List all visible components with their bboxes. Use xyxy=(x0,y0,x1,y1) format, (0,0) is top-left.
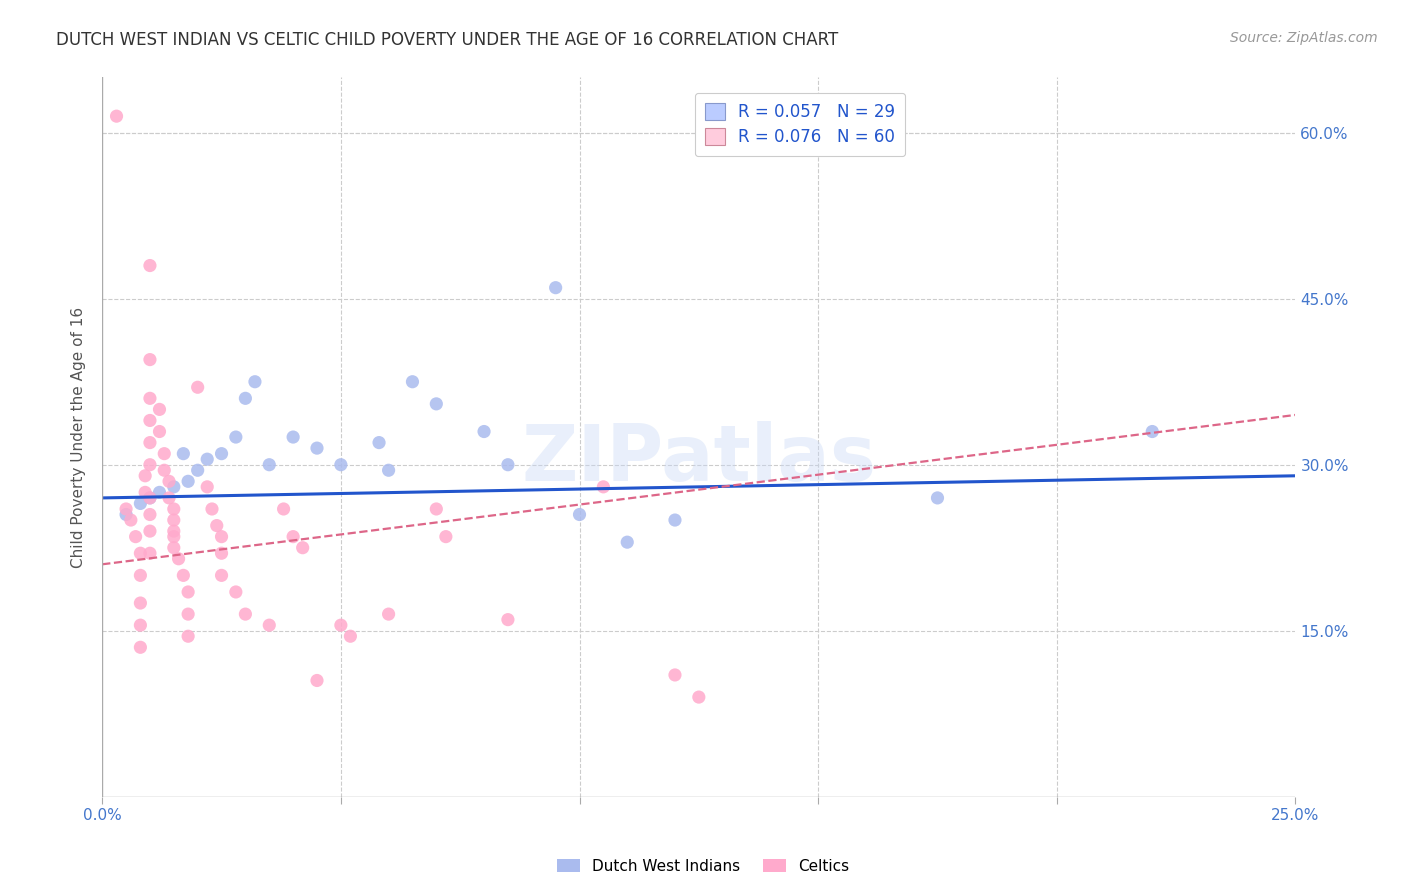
Point xyxy=(139,458,162,472)
Point xyxy=(139,508,162,522)
Point xyxy=(211,546,233,560)
Point xyxy=(177,475,200,489)
Point xyxy=(148,402,170,417)
Point xyxy=(139,491,162,505)
Point xyxy=(139,352,162,367)
Point xyxy=(153,463,176,477)
Point xyxy=(688,690,710,704)
Point xyxy=(401,375,423,389)
Point xyxy=(129,546,152,560)
Point xyxy=(259,618,281,632)
Point xyxy=(177,629,200,643)
Point xyxy=(115,508,138,522)
Point xyxy=(496,458,519,472)
Point xyxy=(134,468,156,483)
Point xyxy=(205,518,228,533)
Point xyxy=(139,259,162,273)
Point xyxy=(305,673,328,688)
Point xyxy=(163,480,186,494)
Point xyxy=(115,502,138,516)
Point xyxy=(172,447,194,461)
Point xyxy=(544,281,567,295)
Point xyxy=(339,629,361,643)
Point xyxy=(291,541,314,555)
Point xyxy=(187,380,209,394)
Point xyxy=(105,109,128,123)
Point xyxy=(139,413,162,427)
Point xyxy=(425,502,447,516)
Point xyxy=(129,568,152,582)
Point xyxy=(139,524,162,538)
Point xyxy=(235,607,257,621)
Point xyxy=(235,392,257,406)
Point xyxy=(377,607,399,621)
Point xyxy=(139,435,162,450)
Point xyxy=(157,475,180,489)
Point xyxy=(211,530,233,544)
Point xyxy=(472,425,495,439)
Point xyxy=(616,535,638,549)
Point xyxy=(167,551,190,566)
Point xyxy=(329,458,352,472)
Point xyxy=(329,618,352,632)
Text: ZIPatlas: ZIPatlas xyxy=(522,421,876,497)
Point xyxy=(129,618,152,632)
Point xyxy=(259,458,281,472)
Point xyxy=(664,513,686,527)
Point xyxy=(134,485,156,500)
Point xyxy=(281,430,304,444)
Point xyxy=(434,530,457,544)
Point xyxy=(187,463,209,477)
Point xyxy=(425,397,447,411)
Legend: Dutch West Indians, Celtics: Dutch West Indians, Celtics xyxy=(551,853,855,880)
Point xyxy=(148,425,170,439)
Point xyxy=(163,502,186,516)
Point xyxy=(129,496,152,510)
Point xyxy=(568,508,591,522)
Point xyxy=(139,546,162,560)
Point xyxy=(195,480,218,494)
Point xyxy=(273,502,295,516)
Point xyxy=(120,513,142,527)
Point xyxy=(195,452,218,467)
Point xyxy=(305,441,328,455)
Point xyxy=(927,491,949,505)
Point xyxy=(163,513,186,527)
Point xyxy=(163,530,186,544)
Point xyxy=(124,530,146,544)
Point xyxy=(225,585,247,599)
Point xyxy=(177,585,200,599)
Point xyxy=(129,596,152,610)
Point xyxy=(139,491,162,505)
Point xyxy=(177,607,200,621)
Point xyxy=(172,568,194,582)
Point xyxy=(211,447,233,461)
Point xyxy=(377,463,399,477)
Text: Source: ZipAtlas.com: Source: ZipAtlas.com xyxy=(1230,31,1378,45)
Point xyxy=(281,530,304,544)
Point xyxy=(163,524,186,538)
Point xyxy=(148,485,170,500)
Point xyxy=(664,668,686,682)
Point xyxy=(163,541,186,555)
Point xyxy=(201,502,224,516)
Point xyxy=(139,392,162,406)
Legend: R = 0.057   N = 29, R = 0.076   N = 60: R = 0.057 N = 29, R = 0.076 N = 60 xyxy=(695,93,905,156)
Point xyxy=(225,430,247,444)
Point xyxy=(592,480,614,494)
Point xyxy=(153,447,176,461)
Point xyxy=(129,640,152,655)
Point xyxy=(157,491,180,505)
Point xyxy=(368,435,391,450)
Point xyxy=(1142,425,1164,439)
Point xyxy=(243,375,266,389)
Point xyxy=(496,613,519,627)
Point xyxy=(211,568,233,582)
Y-axis label: Child Poverty Under the Age of 16: Child Poverty Under the Age of 16 xyxy=(72,307,86,567)
Text: DUTCH WEST INDIAN VS CELTIC CHILD POVERTY UNDER THE AGE OF 16 CORRELATION CHART: DUTCH WEST INDIAN VS CELTIC CHILD POVERT… xyxy=(56,31,838,49)
